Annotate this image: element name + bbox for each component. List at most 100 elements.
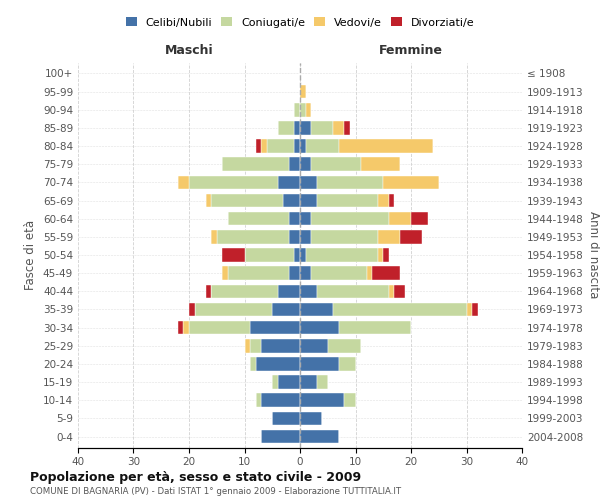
Bar (250, 339, 261, 352)
Bar (472, 302, 478, 316)
Bar (178, 321, 184, 334)
Bar (261, 430, 300, 444)
Bar (378, 248, 383, 262)
Bar (300, 230, 311, 243)
Bar (317, 194, 378, 207)
Bar (228, 212, 289, 226)
Bar (256, 139, 261, 153)
Bar (295, 121, 300, 134)
Text: Femmine: Femmine (379, 44, 443, 57)
Bar (389, 212, 411, 226)
Bar (245, 248, 295, 262)
Bar (295, 139, 300, 153)
Bar (300, 266, 311, 280)
Bar (278, 284, 300, 298)
Bar (300, 121, 311, 134)
Bar (334, 302, 467, 316)
Bar (300, 284, 317, 298)
Bar (295, 248, 300, 262)
Bar (300, 321, 339, 334)
Bar (383, 176, 439, 189)
Bar (383, 248, 389, 262)
Bar (300, 176, 317, 189)
Bar (300, 84, 305, 98)
Bar (411, 212, 428, 226)
Bar (289, 266, 300, 280)
Bar (361, 158, 400, 171)
Bar (256, 357, 300, 371)
Bar (300, 412, 322, 426)
Bar (250, 357, 256, 371)
Bar (467, 302, 472, 316)
Bar (305, 248, 378, 262)
Bar (289, 230, 300, 243)
Bar (278, 121, 295, 134)
Bar (184, 321, 189, 334)
Bar (311, 266, 367, 280)
Bar (300, 430, 339, 444)
Bar (211, 194, 283, 207)
Text: Maschi: Maschi (164, 44, 214, 57)
Bar (278, 376, 300, 389)
Bar (311, 121, 334, 134)
Bar (367, 266, 372, 280)
Bar (339, 357, 355, 371)
Bar (289, 158, 300, 171)
Bar (283, 194, 300, 207)
Bar (344, 121, 350, 134)
Y-axis label: Fasce di età: Fasce di età (25, 220, 37, 290)
Bar (272, 376, 278, 389)
Bar (389, 194, 394, 207)
Bar (328, 339, 361, 352)
Bar (245, 339, 250, 352)
Bar (256, 394, 261, 407)
Bar (189, 321, 250, 334)
Bar (378, 230, 400, 243)
Bar (295, 103, 300, 117)
Bar (378, 194, 389, 207)
Bar (300, 339, 328, 352)
Bar (222, 266, 228, 280)
Bar (272, 302, 300, 316)
Bar (300, 103, 305, 117)
Bar (300, 194, 317, 207)
Bar (300, 302, 334, 316)
Bar (217, 230, 289, 243)
Bar (206, 284, 211, 298)
Bar (311, 212, 389, 226)
Bar (300, 158, 311, 171)
Bar (400, 230, 422, 243)
Bar (261, 339, 300, 352)
Bar (300, 376, 317, 389)
Bar (222, 158, 289, 171)
Bar (228, 266, 289, 280)
Bar (317, 176, 383, 189)
Bar (272, 412, 300, 426)
Bar (305, 103, 311, 117)
Bar (278, 176, 300, 189)
Bar (389, 284, 394, 298)
Bar (317, 376, 328, 389)
Bar (339, 139, 433, 153)
Bar (317, 284, 389, 298)
Bar (334, 121, 344, 134)
Text: Popolazione per età, sesso e stato civile - 2009: Popolazione per età, sesso e stato civil… (30, 472, 361, 484)
Bar (211, 230, 217, 243)
Bar (300, 357, 339, 371)
Text: COMUNE DI BAGNARIA (PV) - Dati ISTAT 1° gennaio 2009 - Elaborazione TUTTITALIA.I: COMUNE DI BAGNARIA (PV) - Dati ISTAT 1° … (30, 486, 401, 496)
Bar (300, 248, 305, 262)
Bar (250, 321, 300, 334)
Bar (300, 139, 305, 153)
Bar (300, 394, 344, 407)
Bar (289, 212, 300, 226)
Bar (261, 139, 266, 153)
Bar (266, 139, 295, 153)
Bar (344, 394, 355, 407)
Bar (305, 139, 339, 153)
Bar (211, 284, 278, 298)
Bar (300, 212, 311, 226)
Bar (178, 176, 189, 189)
Bar (311, 158, 361, 171)
Y-axis label: Anni di nascita: Anni di nascita (587, 212, 600, 298)
Bar (194, 302, 272, 316)
